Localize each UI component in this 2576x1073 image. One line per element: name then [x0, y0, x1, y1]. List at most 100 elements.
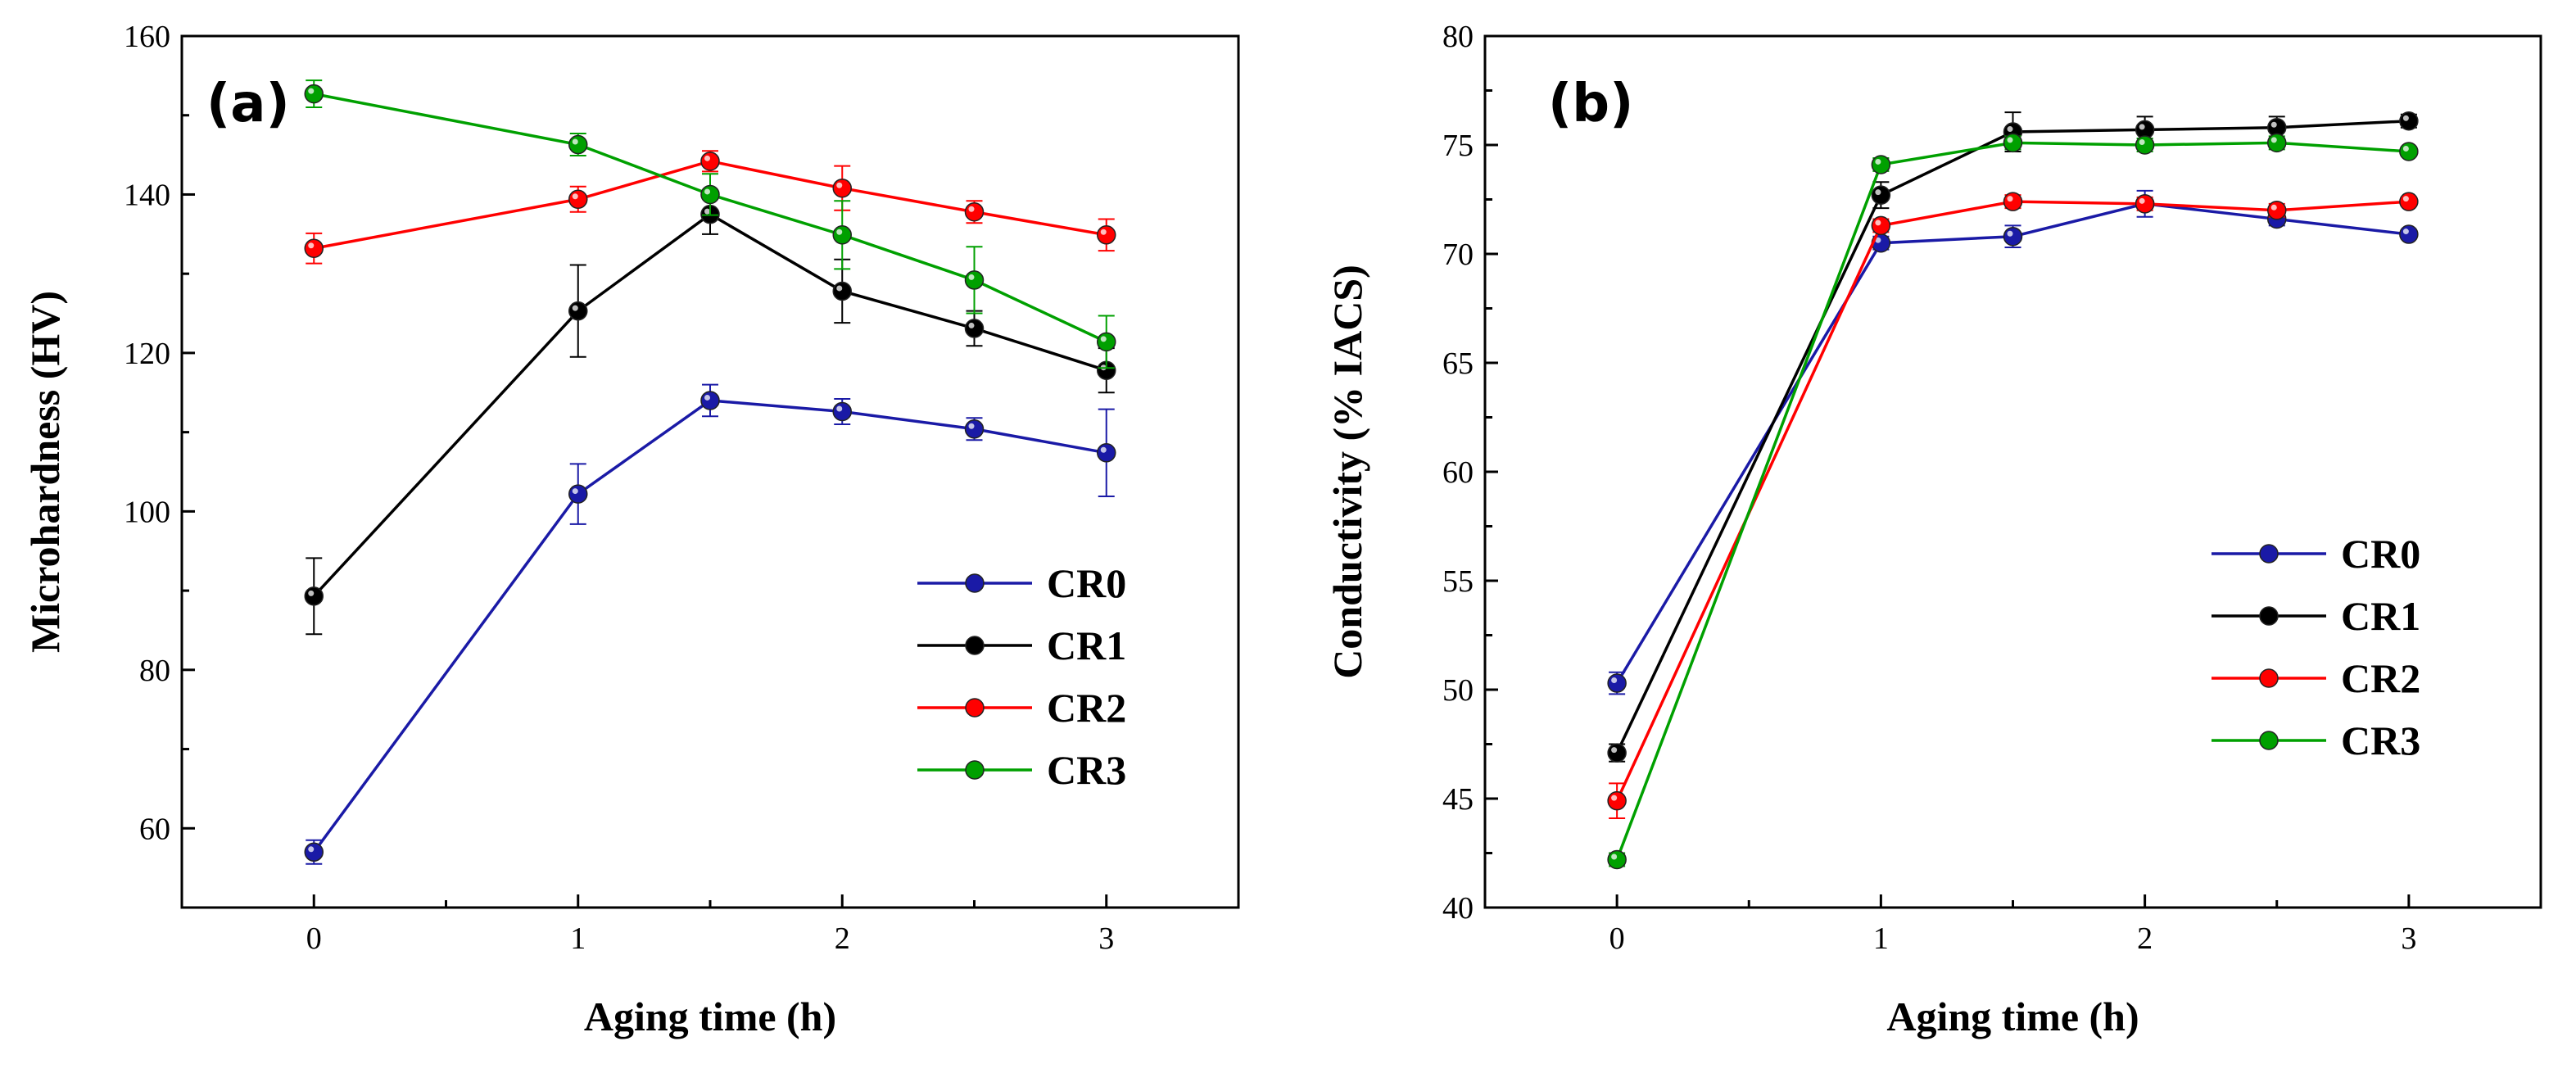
data-point-highlight: [1100, 336, 1107, 342]
data-point-highlight: [836, 229, 843, 235]
data-point: [2003, 192, 2023, 211]
data-point-highlight: [2270, 121, 2277, 128]
legend-item-cr2: CR2: [2212, 655, 2420, 701]
data-point: [2399, 192, 2419, 211]
data-point-highlight: [968, 206, 975, 212]
x-tick-label: 2: [2137, 921, 2153, 956]
data-point: [2003, 133, 2023, 153]
series-line: [1615, 200, 2409, 802]
data-point-highlight: [2007, 137, 2013, 143]
data-point-highlight: [2270, 137, 2277, 143]
data-point: [1871, 215, 1891, 236]
data-point: [964, 419, 985, 439]
data-point-highlight: [704, 394, 710, 401]
y-tick-label: 80: [1442, 20, 1474, 54]
data-point-highlight: [968, 423, 975, 429]
data-point: [304, 84, 324, 104]
data-point-highlight: [2402, 145, 2409, 152]
data-point-highlight: [572, 138, 578, 145]
data-point-highlight: [2270, 204, 2277, 211]
series-line: [312, 212, 1107, 598]
data-point: [568, 189, 588, 210]
data-point-highlight: [836, 285, 843, 292]
data-point: [1097, 225, 1116, 245]
data-point-highlight: [836, 405, 843, 412]
legend-marker: [2259, 606, 2279, 626]
y-tick-label: 100: [124, 495, 170, 529]
x-tick-label: 1: [570, 921, 586, 956]
series-cr2: [304, 150, 1116, 265]
series-cr2: [1607, 192, 2419, 819]
data-point: [964, 319, 985, 338]
data-point: [1607, 849, 1627, 870]
data-point-highlight: [2007, 230, 2013, 237]
data-point-highlight: [2007, 196, 2013, 202]
data-point-highlight: [2139, 197, 2145, 204]
y-tick-label: 75: [1442, 129, 1474, 163]
data-point: [700, 184, 720, 205]
y-tick-label: 45: [1442, 782, 1474, 817]
series-line: [313, 160, 1107, 250]
legend-label: CR0: [2341, 531, 2420, 577]
data-point: [832, 401, 852, 422]
data-point-highlight: [1100, 446, 1107, 453]
data-point-highlight: [1875, 237, 1881, 243]
data-point-highlight: [308, 590, 315, 596]
data-point: [1097, 443, 1116, 463]
series-cr3: [304, 79, 1116, 369]
y-tick-label: 120: [124, 337, 170, 371]
data-point-highlight: [572, 305, 578, 311]
data-point-highlight: [968, 274, 975, 280]
series-cr0: [1607, 189, 2419, 695]
y-tick-label: 60: [139, 812, 170, 846]
legend-item-cr0: CR0: [2212, 531, 2420, 577]
data-point-highlight: [1875, 220, 1881, 226]
legend-label: CR3: [2341, 718, 2420, 763]
data-point: [1871, 155, 1891, 174]
y-tick-label: 65: [1442, 346, 1474, 381]
data-point-highlight: [1875, 189, 1881, 196]
data-point: [2399, 142, 2419, 161]
legend-label: CR2: [1047, 685, 1126, 731]
legend-marker: [965, 760, 985, 780]
data-point: [832, 225, 852, 245]
y-tick-label: 55: [1442, 564, 1474, 599]
data-point-highlight: [1611, 853, 1618, 860]
data-point: [700, 391, 720, 410]
legend-marker: [965, 573, 985, 593]
x-axis-title: Aging time (h): [1886, 994, 2139, 1039]
data-point-highlight: [1611, 677, 1618, 684]
panel-label: (b): [1548, 74, 1633, 134]
data-point: [700, 152, 720, 171]
y-tick-label: 70: [1442, 238, 1474, 272]
data-point-highlight: [308, 242, 315, 249]
legend-marker: [2259, 668, 2279, 688]
legend-item-cr3: CR3: [2212, 718, 2420, 763]
data-point-highlight: [1611, 795, 1618, 801]
series-cr1: [304, 193, 1116, 636]
plot-frame: [1483, 34, 2542, 909]
data-point: [2399, 224, 2419, 244]
data-point: [2267, 133, 2287, 153]
legend-item-cr3: CR3: [917, 747, 1126, 793]
data-point-highlight: [308, 88, 315, 94]
legend-marker: [2259, 731, 2279, 750]
x-tick-label: 3: [2401, 921, 2416, 956]
x-tick-label: 1: [1873, 921, 1889, 956]
data-point-highlight: [704, 208, 710, 215]
legend-item-cr1: CR1: [2212, 593, 2420, 639]
data-point-highlight: [2007, 126, 2013, 133]
data-point: [2003, 226, 2023, 247]
y-tick-label: 160: [124, 20, 170, 54]
data-point-highlight: [1611, 747, 1618, 754]
series-line: [1615, 202, 2410, 684]
data-point: [568, 484, 588, 504]
x-tick-label: 2: [835, 921, 850, 956]
data-point: [964, 270, 985, 290]
series-line: [312, 399, 1107, 853]
panel-a: 0 1 2 3 60 80 100 120 140 160 Aging time (h) Microh…: [22, 20, 1240, 1039]
legend-item-cr2: CR2: [917, 685, 1126, 731]
data-point-highlight: [308, 846, 315, 853]
data-point: [2267, 201, 2287, 220]
